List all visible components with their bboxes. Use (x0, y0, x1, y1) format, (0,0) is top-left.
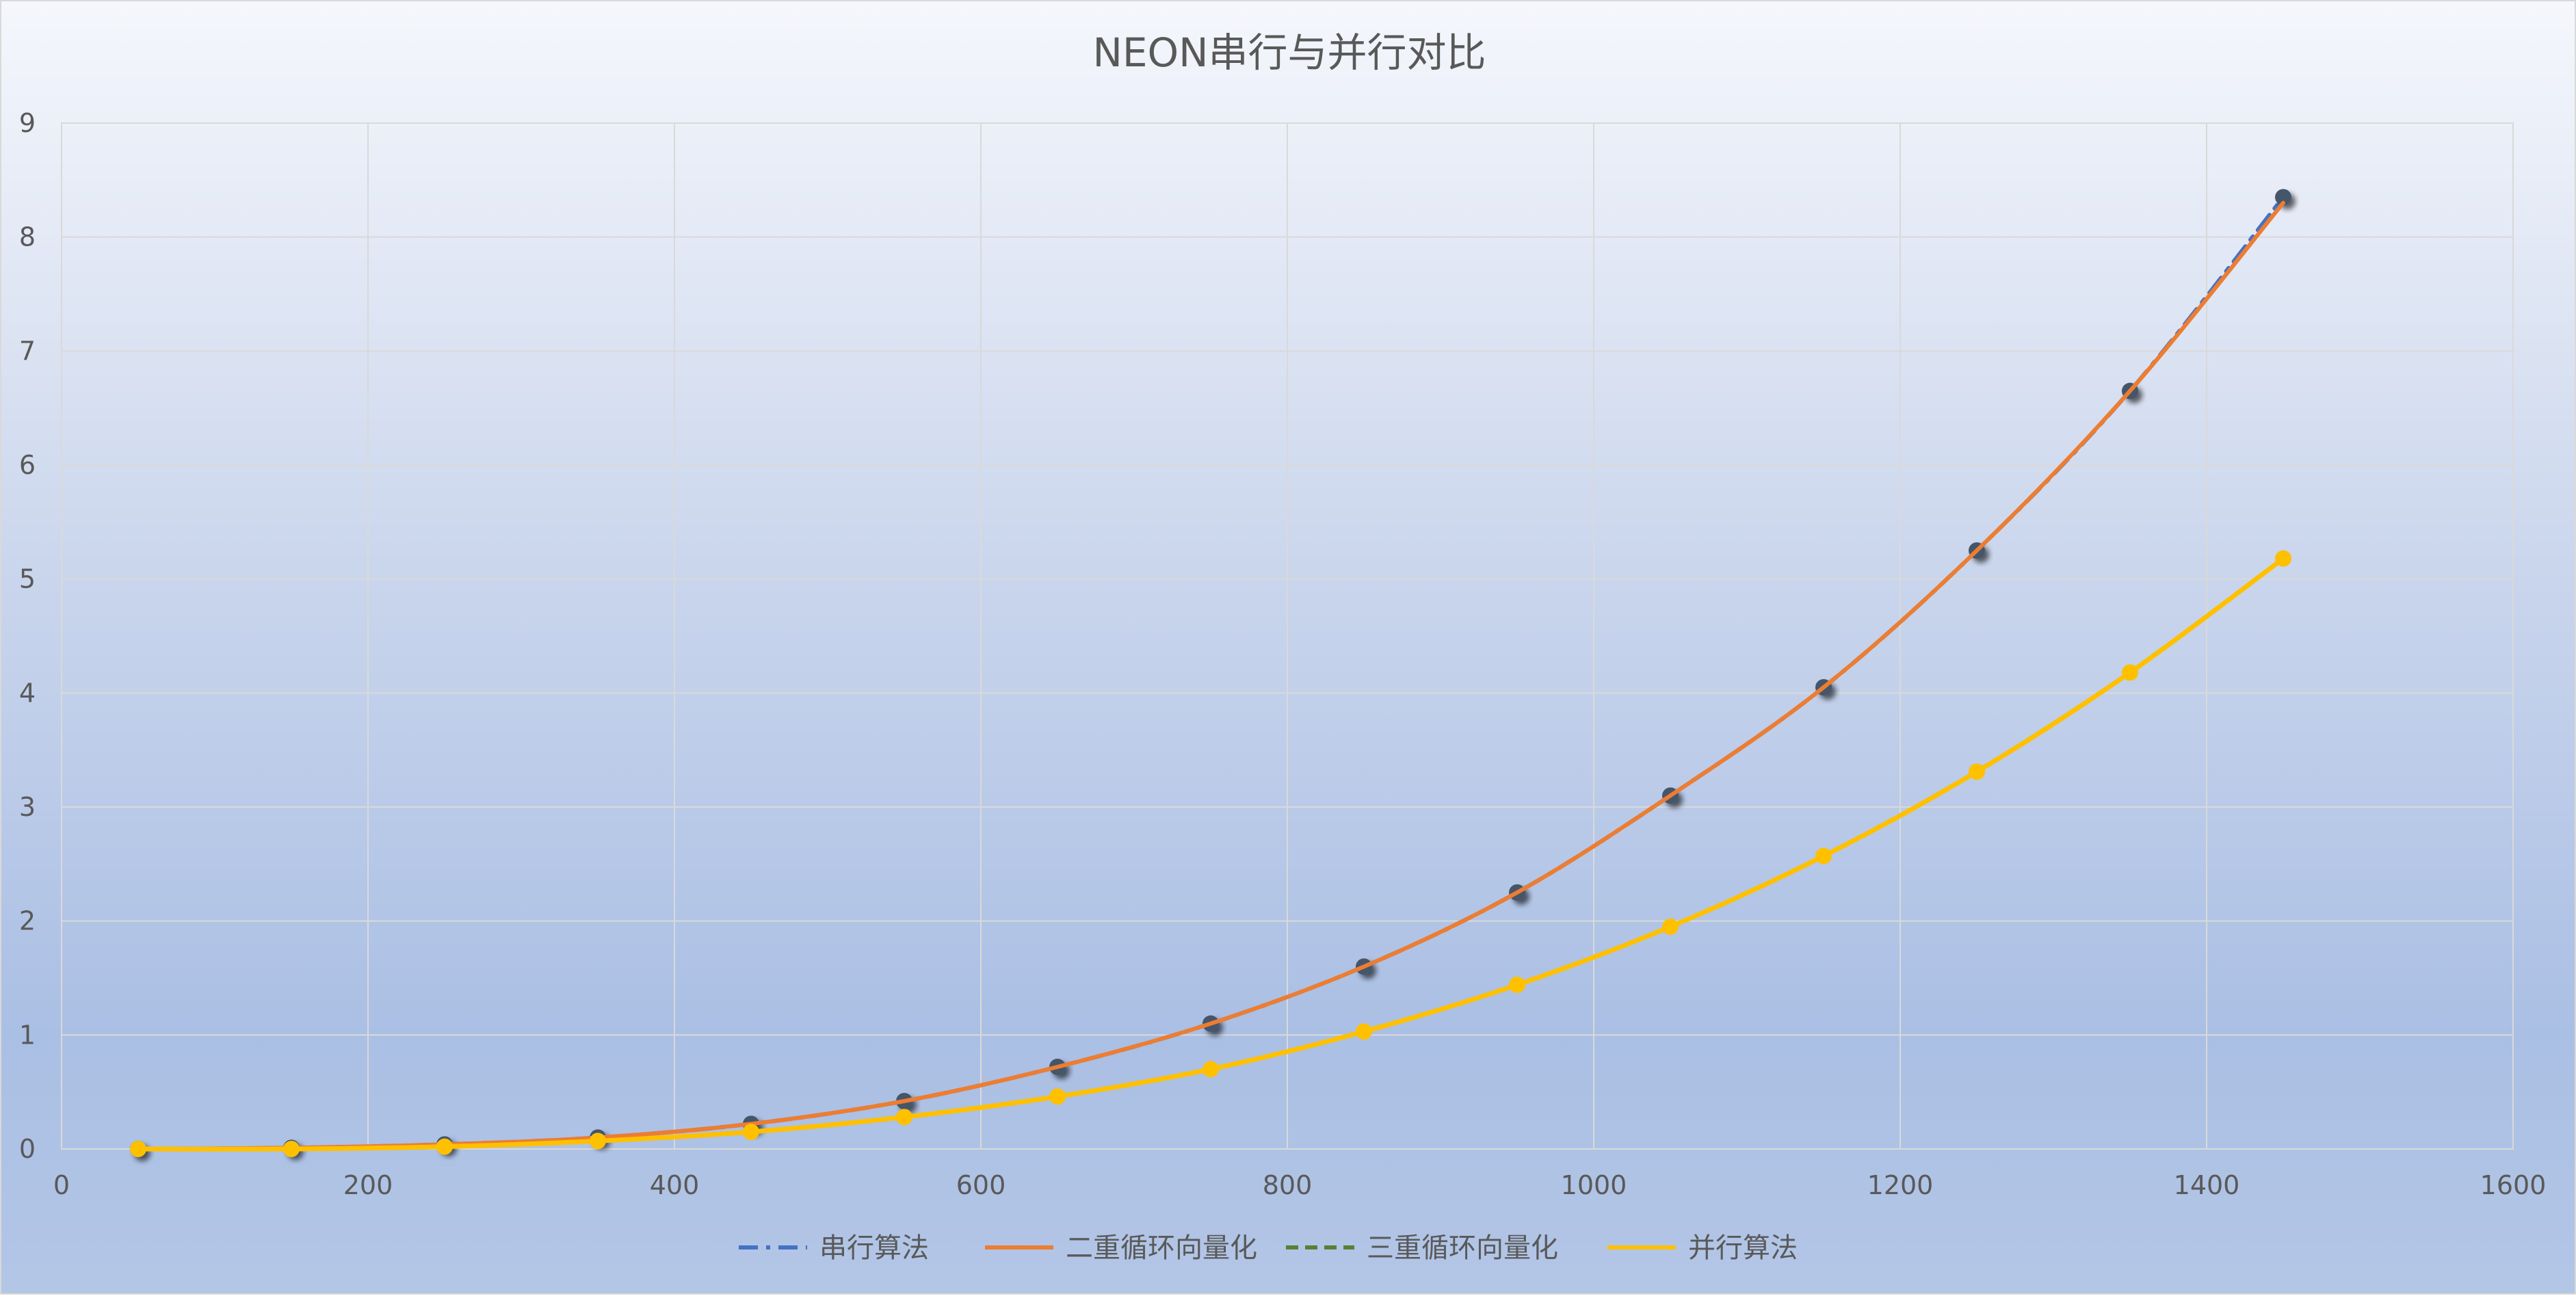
legend-label: 并行算法 (1688, 1232, 1798, 1264)
series-3 (136, 556, 2285, 1152)
x-tick-label: 400 (650, 1170, 700, 1200)
y-tick-label: 9 (19, 108, 36, 138)
data-point (283, 1141, 300, 1157)
legend-label: 二重循环向量化 (1066, 1232, 1257, 1264)
y-tick-label: 7 (19, 336, 36, 366)
x-tick-label: 600 (956, 1170, 1006, 1200)
grid (61, 122, 2514, 1150)
data-point (1202, 1061, 1219, 1078)
y-tick-label: 5 (19, 564, 36, 594)
data-point (1356, 1023, 1372, 1040)
y-tick-label: 0 (19, 1134, 36, 1164)
data-point (1049, 1088, 1066, 1105)
x-tick-label: 800 (1263, 1170, 1313, 1200)
y-tick-label: 4 (19, 678, 36, 708)
data-point (2122, 664, 2138, 681)
data-point (1969, 763, 1985, 780)
data-point (896, 1109, 912, 1126)
y-tick-label: 3 (19, 792, 36, 822)
chart-title: NEON串行与并行对比 (1092, 29, 1486, 76)
data-point (590, 1133, 606, 1150)
y-tick-label: 1 (19, 1020, 36, 1050)
y-tick-label: 6 (19, 450, 36, 480)
series-1 (130, 189, 2291, 1157)
series-2 (136, 200, 2285, 1151)
x-tick-label: 200 (343, 1170, 393, 1200)
legend-item: 串行算法 (739, 1232, 929, 1264)
series-4 (130, 550, 2291, 1157)
x-tick-label: 1200 (1867, 1170, 1934, 1200)
data-point (743, 1124, 759, 1140)
series-line (136, 556, 2285, 1152)
legend-item: 并行算法 (1607, 1232, 1798, 1264)
y-tick-label: 2 (19, 906, 36, 936)
data-point (1815, 847, 1832, 864)
legend-item: 二重循环向量化 (985, 1232, 1257, 1264)
series-line (136, 195, 2285, 1151)
data-point (2275, 189, 2291, 206)
series-group (130, 189, 2291, 1157)
data-point (130, 1141, 146, 1157)
y-tick-label: 8 (19, 222, 36, 252)
x-tick-label: 1600 (2480, 1170, 2547, 1200)
data-point (1662, 918, 1679, 935)
series-line (135, 556, 2286, 1152)
data-point (436, 1138, 453, 1155)
x-tick-label: 0 (53, 1170, 70, 1200)
data-point (2275, 550, 2291, 567)
x-tick-label: 1400 (2174, 1170, 2240, 1200)
data-point (1509, 977, 1525, 993)
x-tick-label: 1000 (1561, 1170, 1627, 1200)
legend: 串行算法 二重循环向量化 三重循环向量化 并行算法 (739, 1232, 1798, 1264)
legend-label: 串行算法 (819, 1232, 929, 1264)
axes: 0 200 400 600 800 1000 1200 1400 1600 0 1 2 3 4 5 6 7 8 9 (19, 108, 2547, 1200)
legend-label: 三重循环向量化 (1367, 1232, 1558, 1264)
series-line (136, 200, 2285, 1151)
legend-item: 三重循环向量化 (1286, 1232, 1558, 1264)
